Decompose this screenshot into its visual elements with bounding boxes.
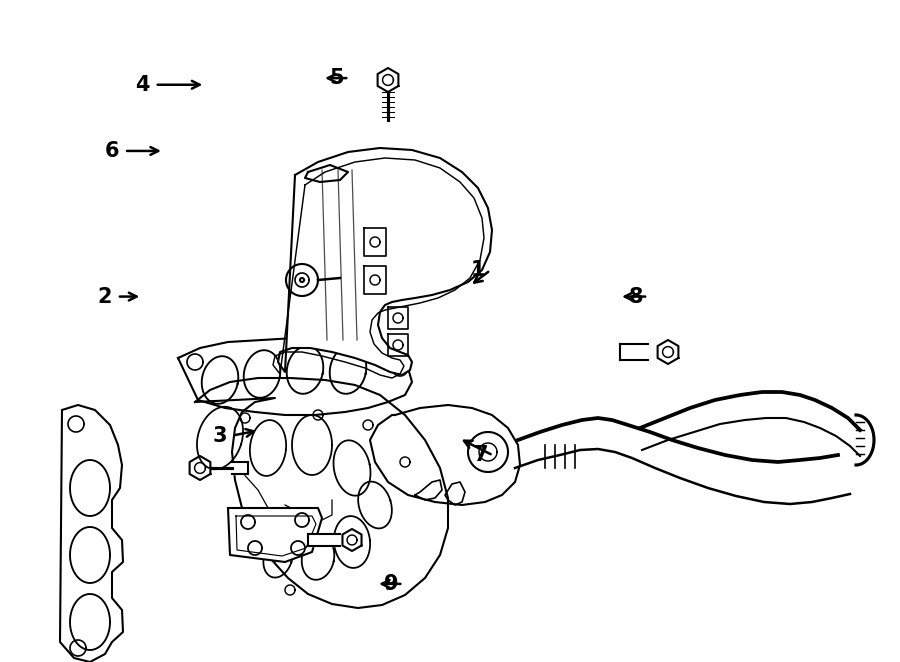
Text: 6: 6 [104, 141, 119, 161]
Text: 7: 7 [473, 446, 488, 465]
Polygon shape [278, 148, 492, 375]
Text: 3: 3 [212, 426, 227, 446]
Text: 4: 4 [135, 75, 149, 95]
Text: 1: 1 [471, 260, 485, 280]
Polygon shape [232, 462, 248, 474]
Text: 9: 9 [383, 574, 398, 594]
Polygon shape [308, 534, 340, 546]
Text: 5: 5 [329, 68, 344, 88]
Text: 8: 8 [628, 287, 643, 307]
Polygon shape [60, 405, 123, 662]
Polygon shape [370, 405, 520, 505]
Polygon shape [195, 378, 448, 608]
Polygon shape [178, 338, 412, 415]
Text: 2: 2 [97, 287, 112, 307]
Polygon shape [620, 344, 648, 360]
Polygon shape [228, 508, 322, 562]
